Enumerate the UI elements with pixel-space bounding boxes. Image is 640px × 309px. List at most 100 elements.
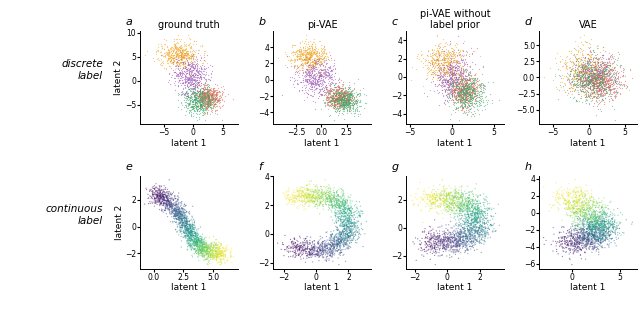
Point [465, 91, 476, 96]
Point [582, 74, 593, 79]
Point [570, 239, 580, 244]
Point [150, 196, 160, 201]
Point [181, 231, 191, 236]
Point [339, 231, 349, 236]
Point [588, 224, 598, 229]
Point [177, 209, 187, 214]
Point [432, 237, 442, 242]
Point [474, 220, 484, 225]
Point [321, 56, 331, 61]
Point [451, 193, 461, 197]
Point [582, 65, 592, 70]
Point [325, 90, 335, 95]
Point [306, 198, 316, 203]
Point [596, 79, 607, 84]
Point [204, 249, 214, 254]
Point [207, 254, 218, 259]
Point [591, 83, 602, 88]
Point [324, 99, 334, 104]
Point [466, 226, 476, 231]
Point [191, 100, 201, 105]
Point [553, 208, 563, 213]
Point [600, 80, 610, 85]
Point [597, 77, 607, 82]
Point [186, 246, 196, 251]
Point [443, 78, 453, 83]
Point [212, 252, 223, 257]
Point [573, 222, 583, 227]
Point [434, 191, 444, 196]
Point [334, 91, 344, 96]
Point [587, 211, 597, 216]
Point [426, 236, 436, 241]
Point [588, 90, 598, 95]
Point [177, 217, 187, 222]
Point [206, 94, 216, 99]
Point [330, 97, 340, 102]
Point [440, 70, 450, 75]
Point [584, 228, 594, 233]
Point [152, 196, 163, 201]
Point [424, 66, 435, 71]
Point [455, 55, 465, 60]
Point [340, 207, 350, 212]
Point [311, 188, 321, 193]
Point [175, 209, 186, 214]
Point [292, 53, 303, 58]
Point [339, 102, 349, 107]
Point [564, 199, 574, 204]
Point [457, 82, 467, 87]
Point [467, 233, 477, 238]
Point [573, 74, 583, 78]
Point [168, 198, 179, 203]
Point [335, 224, 345, 229]
Point [479, 200, 490, 205]
Point [568, 207, 578, 212]
Point [579, 70, 589, 75]
Point [598, 80, 608, 85]
Point [206, 244, 216, 249]
Point [456, 88, 466, 93]
Point [340, 92, 351, 97]
Point [305, 76, 315, 81]
Point [428, 196, 438, 201]
Point [561, 202, 571, 207]
Point [444, 190, 454, 195]
Point [456, 81, 466, 86]
Point [591, 63, 602, 68]
Point [300, 60, 310, 65]
Point [476, 214, 486, 218]
Point [445, 86, 456, 91]
Point [580, 217, 591, 222]
Point [593, 238, 603, 243]
Point [458, 103, 468, 108]
Point [424, 239, 435, 244]
Point [182, 52, 192, 57]
Point [444, 235, 454, 240]
Point [467, 80, 477, 85]
Point [323, 74, 333, 78]
Point [481, 206, 491, 211]
Point [460, 76, 470, 81]
Point [310, 63, 321, 68]
Point [182, 247, 193, 252]
Point [306, 82, 316, 87]
Point [329, 194, 339, 199]
Point [595, 78, 605, 83]
Point [189, 95, 200, 99]
Point [454, 77, 465, 82]
Point [563, 204, 573, 209]
Point [214, 254, 225, 259]
Point [339, 201, 349, 205]
Point [470, 228, 480, 233]
Point [181, 231, 191, 235]
Point [162, 58, 172, 63]
Point [599, 78, 609, 83]
Point [573, 62, 583, 67]
Point [198, 245, 208, 250]
Point [578, 83, 588, 88]
Point [162, 204, 172, 209]
Point [173, 199, 183, 204]
Point [467, 77, 477, 82]
Point [466, 213, 476, 218]
